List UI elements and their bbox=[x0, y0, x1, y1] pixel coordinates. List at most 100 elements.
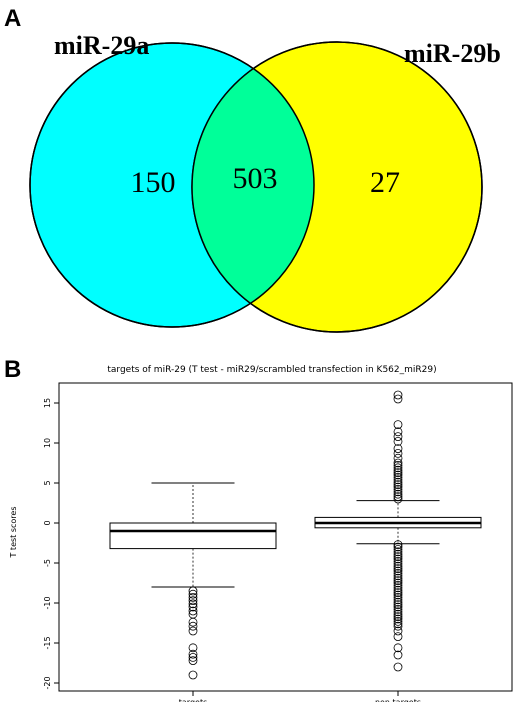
outlier-point bbox=[393, 465, 403, 475]
outlier-point bbox=[393, 489, 403, 499]
outlier-point bbox=[188, 626, 198, 636]
outlier-point bbox=[393, 436, 403, 446]
outlier-point bbox=[393, 573, 403, 583]
outlier-point bbox=[393, 559, 403, 569]
outlier-point bbox=[188, 617, 198, 627]
venn-outline-b bbox=[191, 41, 483, 333]
outlier-point bbox=[393, 576, 403, 585]
venn-label-mir29a: miR-29a bbox=[54, 31, 149, 60]
x-axis: targets non targets bbox=[179, 691, 421, 702]
y-tick-label: 10 bbox=[43, 438, 52, 448]
outlier-point bbox=[393, 432, 403, 442]
outlier-point bbox=[393, 643, 403, 653]
outlier-point bbox=[393, 552, 403, 561]
outlier-point bbox=[393, 588, 403, 597]
outlier-point bbox=[393, 549, 403, 559]
plot-frame bbox=[58, 382, 513, 692]
y-axis-label: T test scores bbox=[9, 507, 18, 559]
outlier-point bbox=[188, 589, 198, 599]
outlier-point bbox=[393, 468, 403, 478]
box-non-targets bbox=[314, 390, 482, 672]
outlier-point bbox=[393, 542, 403, 552]
y-tick-label: -20 bbox=[43, 676, 52, 689]
outlier-point bbox=[393, 472, 403, 482]
y-tick-label: -15 bbox=[43, 636, 52, 649]
outlier-point bbox=[393, 621, 403, 631]
venn-overlap-region bbox=[192, 43, 314, 327]
outlier-point bbox=[188, 606, 198, 616]
panel-a-letter: A bbox=[4, 5, 21, 32]
outlier-point bbox=[393, 632, 403, 641]
venn-count-mir29b-only: 27 bbox=[370, 166, 400, 199]
outlier-point bbox=[393, 597, 403, 607]
venn-label-mir29b: miR-29b bbox=[404, 39, 501, 68]
outlier-point bbox=[188, 586, 198, 596]
box-targets bbox=[109, 482, 277, 680]
outlier-point bbox=[393, 609, 403, 619]
outlier-point bbox=[188, 643, 198, 653]
x-tick-label: non targets bbox=[375, 698, 421, 702]
outlier-point bbox=[393, 460, 403, 470]
venn-count-overlap: 503 bbox=[233, 162, 278, 195]
outlier-point bbox=[393, 617, 403, 626]
venn-diagram: miR-29a miR-29b 150 503 27 bbox=[29, 31, 501, 333]
outlier-point bbox=[188, 649, 198, 659]
outlier-point bbox=[393, 427, 403, 437]
outlier-point bbox=[393, 470, 403, 480]
outlier-point bbox=[393, 394, 403, 404]
outlier-point bbox=[188, 653, 198, 662]
outlier-point bbox=[393, 463, 403, 473]
outlier-point bbox=[393, 561, 403, 571]
y-tick-label: 15 bbox=[43, 398, 52, 408]
outlier-point bbox=[393, 662, 403, 672]
x-tick-label: targets bbox=[179, 698, 208, 702]
outlier-point bbox=[393, 626, 403, 636]
outlier-point bbox=[393, 487, 403, 497]
y-axis: -20 -15 -10 -5 0 5 10 15 bbox=[43, 398, 59, 690]
y-tick-label: 5 bbox=[43, 480, 52, 485]
outlier-point bbox=[393, 619, 403, 629]
outlier-point bbox=[393, 612, 403, 621]
outlier-point bbox=[393, 494, 403, 504]
outlier-point bbox=[393, 564, 403, 573]
venn-count-mir29a-only: 150 bbox=[131, 166, 176, 199]
boxplot: T test scores -20 -15 -10 -5 0 5 10 15 targets n… bbox=[9, 382, 513, 702]
outlier-point bbox=[393, 420, 403, 430]
outlier-point bbox=[393, 581, 403, 590]
y-tick-label: 0 bbox=[43, 520, 52, 525]
outlier-point bbox=[188, 599, 198, 609]
outlier-point bbox=[188, 656, 198, 665]
outlier-point bbox=[188, 621, 198, 631]
y-tick-label: -10 bbox=[43, 596, 52, 609]
outlier-point bbox=[393, 566, 403, 576]
outlier-point bbox=[393, 557, 403, 566]
outlier-point bbox=[393, 547, 403, 557]
outlier-point bbox=[393, 448, 403, 458]
outlier-point bbox=[393, 484, 403, 494]
outlier-point bbox=[393, 444, 403, 454]
outlier-point bbox=[188, 670, 198, 680]
outlier-point bbox=[393, 545, 403, 554]
outlier-point bbox=[393, 569, 403, 578]
panel-b-letter: B bbox=[4, 356, 21, 383]
outlier-point bbox=[393, 578, 403, 588]
outlier-point bbox=[393, 458, 403, 468]
outlier-point bbox=[393, 590, 403, 600]
outlier-point bbox=[393, 605, 403, 614]
outlier-point bbox=[393, 595, 403, 605]
outlier-point bbox=[393, 390, 403, 400]
boxes bbox=[109, 390, 482, 680]
outlier-point bbox=[393, 650, 403, 660]
outlier-point bbox=[393, 480, 403, 490]
outlier-point bbox=[393, 482, 403, 492]
outlier-point bbox=[393, 477, 403, 487]
boxplot-title: targets of miR-29 (T test - miR29/scramb… bbox=[107, 365, 436, 375]
outlier-point bbox=[393, 585, 403, 595]
outlier-point bbox=[393, 492, 403, 502]
outlier-point bbox=[393, 453, 403, 463]
outlier-point bbox=[393, 614, 403, 624]
outlier-point bbox=[188, 602, 198, 612]
outlier-point bbox=[393, 475, 403, 485]
box-iqr bbox=[109, 522, 277, 550]
